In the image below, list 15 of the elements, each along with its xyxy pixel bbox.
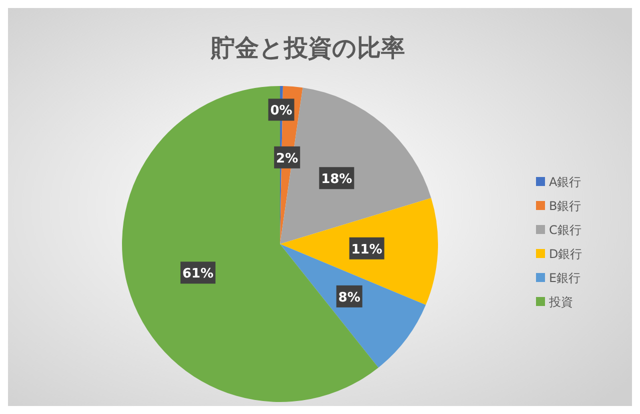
legend-label: B銀行: [549, 199, 582, 213]
data-label: 11%: [351, 242, 382, 258]
data-label: 2%: [276, 151, 298, 166]
legend-label: 投資: [548, 295, 573, 309]
data-label: 18%: [321, 172, 352, 188]
data-label: 8%: [338, 290, 360, 306]
data-label: 61%: [182, 266, 214, 282]
legend-label: D銀行: [549, 247, 582, 261]
legend-label: A銀行: [549, 175, 582, 189]
legend-label: C銀行: [549, 223, 582, 237]
pie-slice: [280, 244, 426, 368]
pie-slice: [280, 198, 438, 305]
chart-title: 貯金と投資の比率: [210, 34, 405, 62]
legend-label: E銀行: [549, 271, 581, 285]
data-label: 0%: [270, 104, 292, 119]
